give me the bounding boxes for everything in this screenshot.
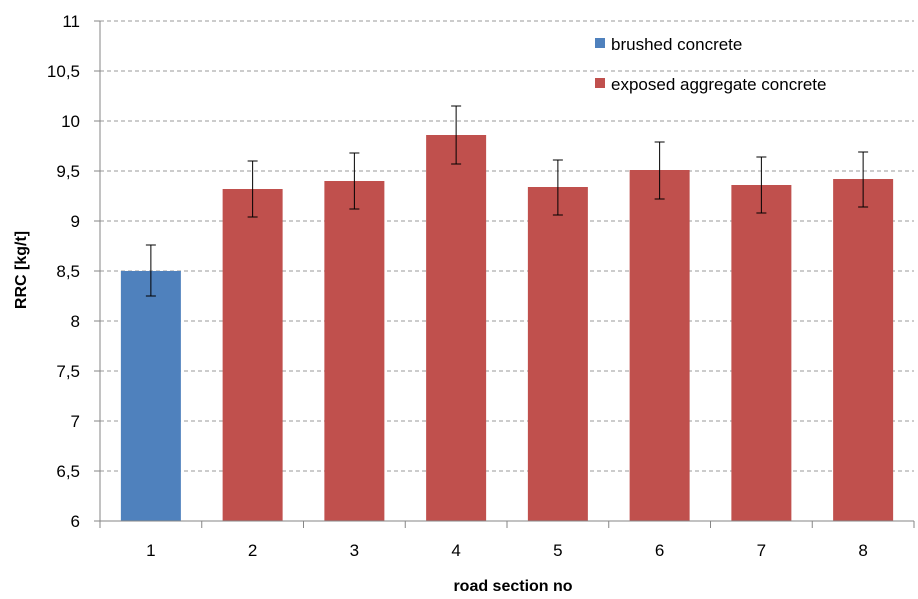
y-tick-label: 6 — [71, 512, 80, 531]
bar — [833, 179, 894, 521]
axes — [94, 20, 915, 528]
x-tick-label: 4 — [451, 541, 460, 560]
y-tick-label: 6,5 — [56, 462, 80, 481]
legend-label-brushed: brushed concrete — [611, 35, 742, 54]
x-tick-label: 3 — [350, 541, 359, 560]
x-tick-label: 5 — [553, 541, 562, 560]
y-axis-title: RRC [kg/t] — [13, 231, 30, 309]
x-tick-label: 8 — [858, 541, 867, 560]
y-tick-label: 8 — [71, 312, 80, 331]
legend-label-exposed: exposed aggregate concrete — [611, 75, 827, 94]
bar — [629, 170, 690, 521]
error-bars — [145, 105, 869, 297]
bar — [426, 135, 487, 521]
legend: brushed concrete exposed aggregate concr… — [595, 35, 827, 94]
y-tick-label: 8,5 — [56, 262, 80, 281]
bar — [527, 187, 588, 521]
bar — [222, 189, 283, 521]
y-tick-labels: 6 6,5 7 7,5 8 8,5 9 9,5 10 10,5 11 — [47, 12, 80, 531]
y-tick-label: 10 — [61, 112, 80, 131]
x-tick-label: 2 — [248, 541, 257, 560]
x-tick-labels: 1 2 3 4 5 6 7 8 — [146, 541, 868, 560]
y-tick-label: 11 — [62, 12, 80, 31]
x-tick-label: 1 — [146, 541, 155, 560]
bar — [731, 185, 792, 521]
y-tick-label: 9,5 — [56, 162, 80, 181]
legend-swatch-brushed — [595, 38, 605, 48]
bar — [324, 181, 385, 521]
y-tick-label: 7 — [71, 412, 80, 431]
bars — [120, 135, 894, 521]
bar — [120, 271, 181, 521]
x-axis-title: road section no — [453, 578, 572, 595]
x-tick-label: 7 — [757, 541, 766, 560]
x-tick-label: 6 — [655, 541, 664, 560]
legend-swatch-exposed — [595, 78, 605, 88]
y-tick-label: 10,5 — [47, 62, 80, 81]
y-tick-label: 7,5 — [56, 362, 80, 381]
y-tick-label: 9 — [71, 212, 80, 231]
